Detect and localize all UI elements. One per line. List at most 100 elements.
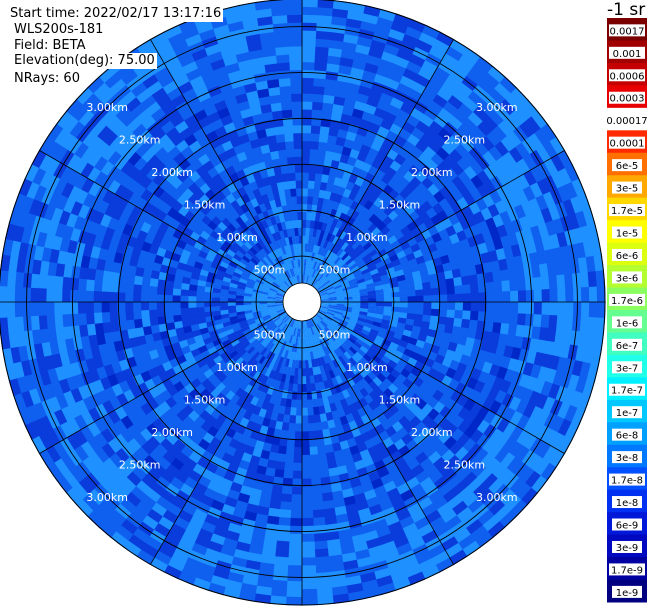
field-cell bbox=[275, 247, 282, 257]
field-cell bbox=[374, 284, 384, 291]
field-cell bbox=[269, 250, 277, 260]
field-cell bbox=[267, 307, 277, 312]
field-cell bbox=[202, 258, 213, 267]
field-cell bbox=[240, 271, 250, 279]
field-cell bbox=[406, 313, 416, 321]
field-cell bbox=[250, 269, 260, 277]
field-cell bbox=[237, 348, 247, 358]
field-cell bbox=[258, 295, 268, 299]
field-cell bbox=[312, 366, 318, 376]
field-cell bbox=[257, 355, 266, 365]
field-cell bbox=[214, 252, 225, 262]
field-cell bbox=[195, 306, 205, 314]
field-cell bbox=[219, 297, 228, 302]
field-cell bbox=[299, 344, 302, 354]
field-cell bbox=[223, 342, 234, 352]
field-cell bbox=[322, 347, 329, 357]
field-cell bbox=[327, 310, 336, 315]
field-cell bbox=[276, 289, 286, 295]
field-cell bbox=[310, 211, 317, 221]
field-cell bbox=[219, 305, 229, 311]
field-cell bbox=[278, 264, 285, 273]
field-cell bbox=[282, 180, 291, 190]
field-cell bbox=[278, 286, 287, 293]
field-cell bbox=[302, 195, 308, 205]
field-cell bbox=[319, 365, 326, 375]
field-cell bbox=[256, 321, 266, 328]
field-cell bbox=[379, 342, 390, 352]
field-cell bbox=[288, 335, 293, 344]
field-cell bbox=[327, 260, 335, 269]
field-cell bbox=[422, 281, 432, 290]
field-cell bbox=[336, 347, 345, 357]
field-cell bbox=[363, 241, 373, 251]
field-cell bbox=[291, 343, 296, 353]
field-cell bbox=[342, 370, 352, 381]
field-cell bbox=[234, 237, 245, 248]
field-cell bbox=[423, 295, 433, 303]
field-cell bbox=[400, 261, 411, 270]
field-cell bbox=[316, 283, 324, 291]
field-cell bbox=[239, 390, 250, 401]
field-cell bbox=[374, 351, 385, 361]
field-cell bbox=[352, 295, 361, 300]
field-cell bbox=[179, 301, 189, 309]
field-cell bbox=[362, 228, 372, 239]
field-cell bbox=[286, 228, 292, 238]
field-cell bbox=[362, 353, 373, 363]
field-cell bbox=[283, 316, 291, 324]
field-cell bbox=[271, 326, 279, 335]
field-cell bbox=[376, 302, 385, 307]
field-cell bbox=[319, 181, 328, 191]
field-cell bbox=[244, 393, 254, 404]
field-cell bbox=[223, 252, 234, 261]
field-cell bbox=[375, 293, 385, 299]
field-cell bbox=[373, 317, 383, 324]
field-cell bbox=[350, 286, 360, 292]
field-cell bbox=[193, 240, 204, 251]
field-cell bbox=[417, 261, 428, 271]
field-cell bbox=[324, 223, 332, 233]
field-cell bbox=[327, 174, 336, 185]
field-cell bbox=[326, 325, 335, 333]
field-cell bbox=[235, 249, 245, 259]
field-cell bbox=[243, 374, 253, 385]
field-cell bbox=[347, 275, 357, 282]
field-cell bbox=[252, 214, 262, 225]
field-cell bbox=[262, 339, 271, 348]
field-cell bbox=[282, 324, 289, 333]
field-cell bbox=[338, 276, 348, 283]
field-cell bbox=[257, 323, 267, 330]
field-cell bbox=[359, 311, 369, 317]
field-cell bbox=[319, 229, 326, 239]
field-cell bbox=[324, 315, 333, 322]
field-cell bbox=[212, 239, 223, 249]
field-cell bbox=[308, 267, 314, 277]
field-cell bbox=[265, 217, 273, 227]
field-cell bbox=[322, 279, 331, 287]
field-cell bbox=[278, 285, 287, 292]
field-cell bbox=[248, 386, 258, 397]
field-cell bbox=[304, 360, 309, 369]
field-cell bbox=[261, 384, 270, 394]
field-cell bbox=[231, 353, 241, 363]
field-cell bbox=[318, 289, 328, 295]
field-cell bbox=[250, 197, 260, 208]
field-cell bbox=[413, 249, 424, 259]
field-cell bbox=[374, 230, 385, 241]
field-cell bbox=[248, 348, 258, 358]
field-cell bbox=[268, 242, 276, 252]
field-cell bbox=[310, 268, 315, 277]
field-cell bbox=[302, 219, 307, 228]
field-cell bbox=[320, 246, 327, 256]
field-cell bbox=[386, 248, 397, 258]
field-cell bbox=[365, 319, 375, 326]
field-cell bbox=[389, 253, 400, 263]
field-cell bbox=[406, 284, 416, 292]
field-cell bbox=[321, 278, 330, 286]
field-cell bbox=[301, 360, 306, 369]
field-cell bbox=[328, 306, 337, 310]
field-cell bbox=[259, 347, 268, 357]
field-cell bbox=[243, 289, 253, 295]
colorbar-tick-label: 3e-6 bbox=[616, 273, 639, 284]
